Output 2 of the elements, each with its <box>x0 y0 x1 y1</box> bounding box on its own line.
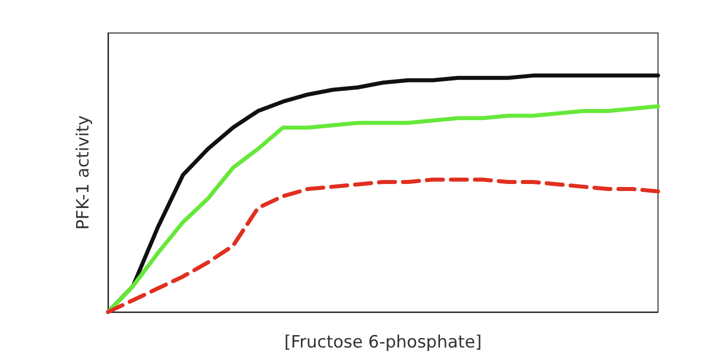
x-axis-title: [Fructose 6-phosphate] <box>284 332 482 352</box>
y-axis-title: PFK-1 activity <box>74 115 94 230</box>
